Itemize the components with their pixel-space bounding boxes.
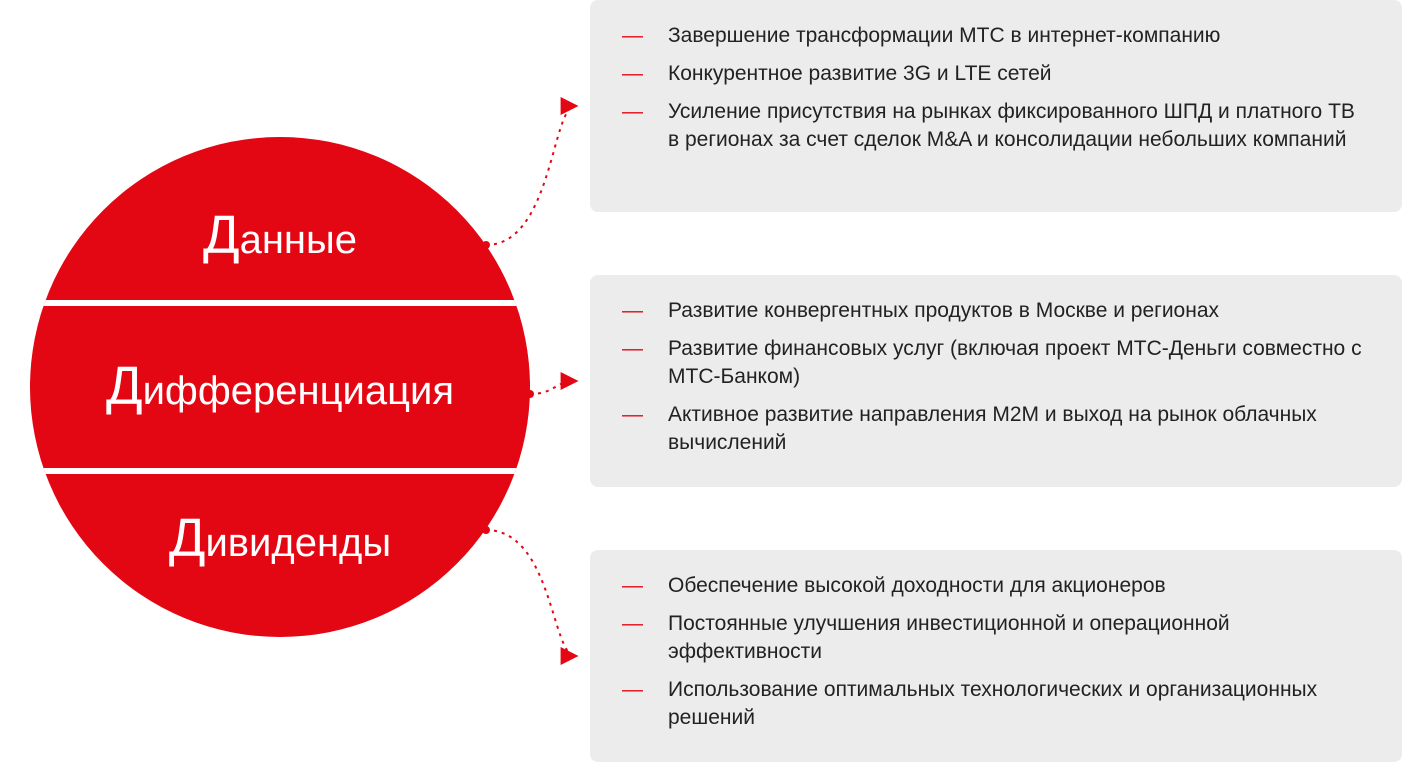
circle-label-rest: ивиденды: [205, 521, 391, 565]
bullet-dash-icon: —: [622, 610, 643, 638]
bullet-dash-icon: —: [622, 572, 643, 600]
bullet-item: — Обеспечение высокой доходности для акци…: [622, 572, 1370, 600]
bullet-text: Конкурентное развитие 3G и LTE сетей: [668, 62, 1052, 85]
bullet-item: — Использование оптимальных технологическ…: [622, 676, 1370, 732]
connector-arrow-data: [486, 106, 575, 245]
circle-divider: [30, 468, 530, 474]
circle-label-data: Данные: [203, 204, 357, 266]
bullet-dash-icon: —: [622, 22, 643, 50]
circle-divider: [30, 300, 530, 306]
bullet-item: — Завершение трансформации МТС в интернет…: [622, 22, 1370, 50]
bullet-item: — Развитие конвергентных продуктов в Моск…: [622, 297, 1370, 325]
circle-label-cap: Д: [203, 205, 240, 265]
bullet-dash-icon: —: [622, 297, 643, 325]
circle-label-rest: ифференциация: [143, 369, 454, 413]
circle-label-differentiation: Дифференциация: [106, 355, 454, 417]
bullet-list: — Обеспечение высокой доходности для акци…: [622, 572, 1370, 732]
detail-panel-data: — Завершение трансформации МТС в интернет…: [590, 0, 1402, 212]
circle-label-cap: Д: [106, 356, 143, 416]
bullet-dash-icon: —: [622, 335, 643, 363]
bullet-item: — Развитие финансовых услуг (включая прое…: [622, 335, 1370, 391]
bullet-text: Усиление присутствия на рынках фиксирова…: [668, 100, 1355, 151]
bullet-dash-icon: —: [622, 676, 643, 704]
strategy-circle: ДанныеДифференциацияДивиденды: [30, 137, 530, 637]
circle-label-cap: Д: [169, 508, 206, 568]
bullet-text: Постоянные улучшения инвестиционной и оп…: [668, 612, 1230, 663]
bullet-text: Завершение трансформации МТС в интернет-…: [668, 24, 1220, 47]
bullet-dash-icon: —: [622, 98, 643, 126]
bullet-text: Развитие финансовых услуг (включая проек…: [668, 337, 1362, 388]
bullet-text: Обеспечение высокой доходности для акцио…: [668, 574, 1166, 597]
bullet-item: — Активное развитие направления M2M и вых…: [622, 401, 1370, 457]
circle-label-dividends: Дивиденды: [169, 507, 391, 569]
detail-panel-differentiation: — Развитие конвергентных продуктов в Моск…: [590, 275, 1402, 487]
connector-arrow-dividends: [486, 530, 575, 656]
connector-arrow-differentiation: [530, 381, 575, 394]
bullet-text: Активное развитие направления M2M и выхо…: [668, 403, 1317, 454]
bullet-dash-icon: —: [622, 401, 643, 429]
bullet-list: — Развитие конвергентных продуктов в Моск…: [622, 297, 1370, 457]
bullet-list: — Завершение трансформации МТС в интернет…: [622, 22, 1370, 154]
bullet-text: Развитие конвергентных продуктов в Москв…: [668, 299, 1219, 322]
circle-label-rest: анные: [240, 218, 357, 262]
detail-panel-dividends: — Обеспечение высокой доходности для акци…: [590, 550, 1402, 762]
bullet-item: — Конкурентное развитие 3G и LTE сетей: [622, 60, 1370, 88]
bullet-text: Использование оптимальных технологически…: [668, 678, 1317, 729]
bullet-item: — Усиление присутствия на рынках фиксиров…: [622, 98, 1370, 154]
bullet-item: — Постоянные улучшения инвестиционной и о…: [622, 610, 1370, 666]
bullet-dash-icon: —: [622, 60, 643, 88]
